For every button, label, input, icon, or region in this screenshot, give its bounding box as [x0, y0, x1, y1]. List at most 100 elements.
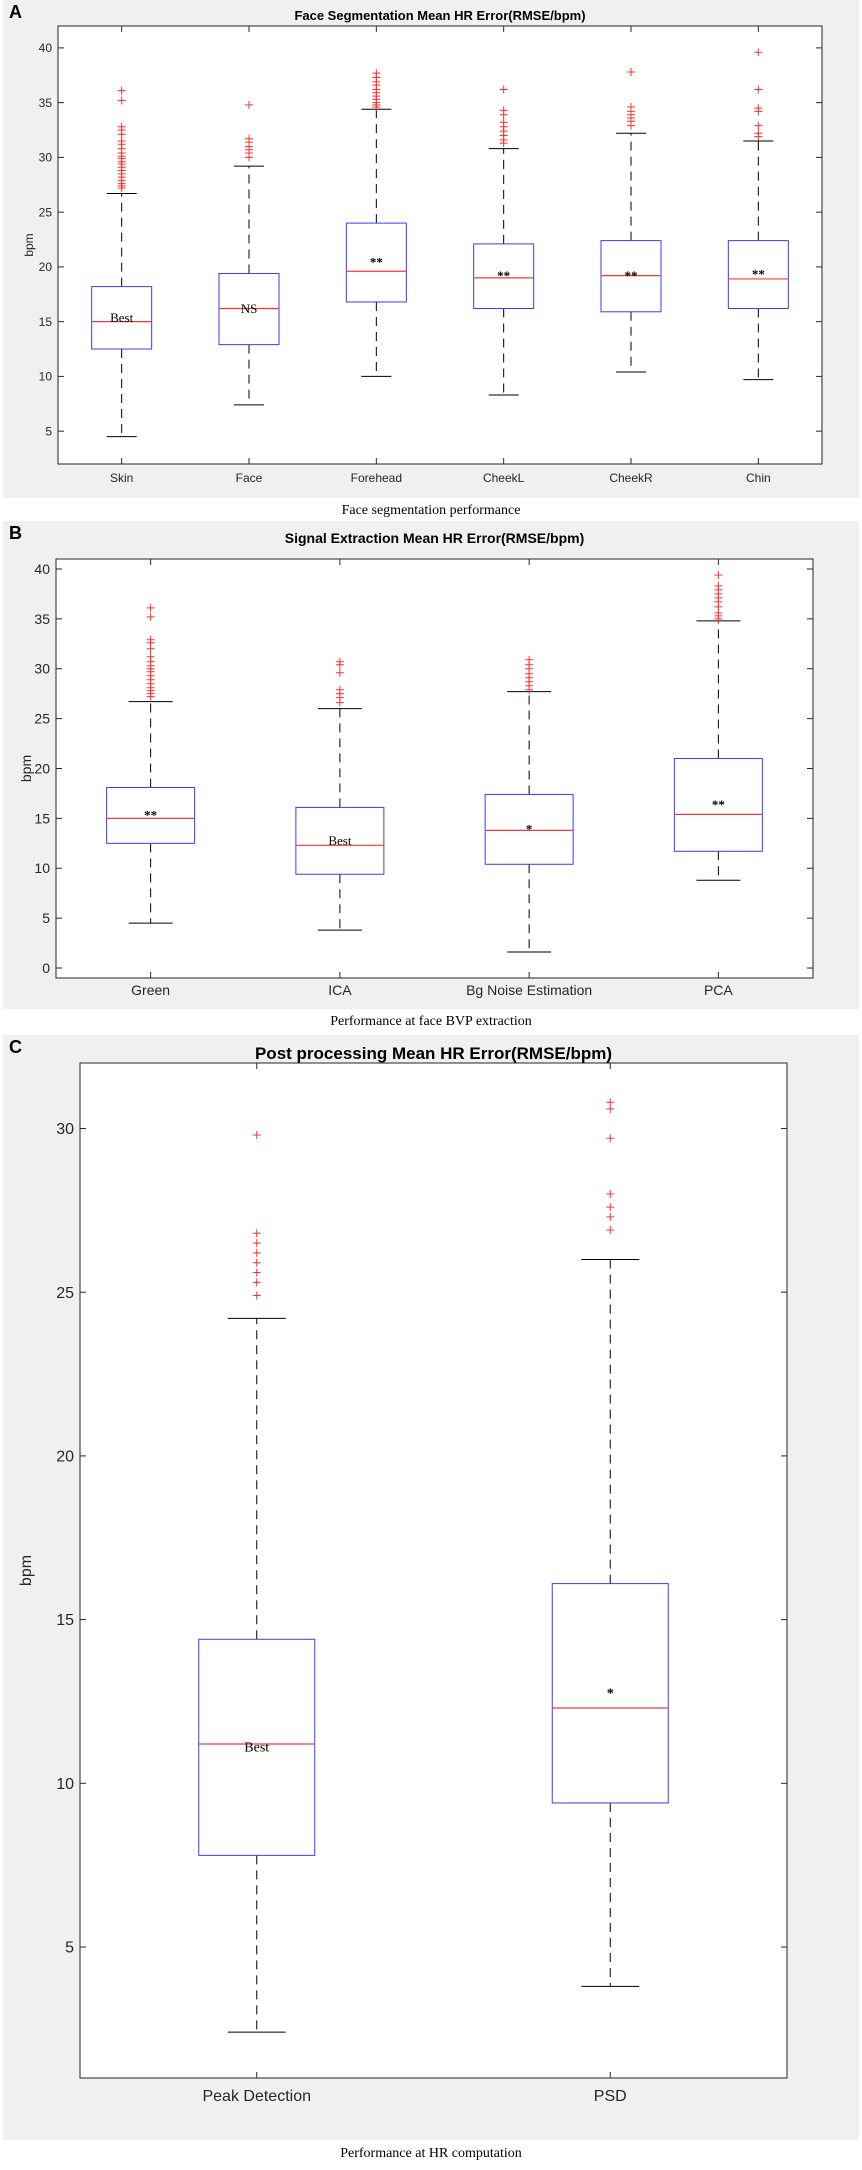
y-tick-label: 40 [34, 561, 50, 577]
y-axis-label: bpm [18, 1555, 35, 1586]
y-tick-label: 5 [45, 424, 52, 438]
outlier-point [252, 1268, 261, 1277]
box-annotation: Best [244, 1740, 269, 1755]
box-psd: * [551, 1098, 669, 1987]
boxplot-chart: Post processing Mean HR Error(RMSE/bpm) b… [18, 1044, 788, 2105]
x-tick-label: CheekL [483, 471, 525, 485]
y-tick-label: 40 [39, 41, 53, 55]
outlier-point [252, 1239, 261, 1248]
y-tick-label: 10 [56, 1776, 74, 1793]
iqr-box [473, 243, 535, 310]
x-tick-label: PCA [704, 982, 733, 998]
chart-title: Signal Extraction Mean HR Error(RMSE/bpm… [285, 530, 584, 546]
figure-caption: Face segmentation performance [341, 503, 521, 518]
y-tick-label: 25 [56, 1285, 74, 1302]
y-tick-label: 25 [34, 711, 50, 727]
box-green: ** [106, 603, 196, 924]
panel-b: B Signal Extraction Mean HR Error(RMSE/b… [3, 521, 859, 1009]
box-annotation: Best [110, 310, 134, 325]
iqr-box [91, 286, 153, 350]
box-pca: ** [673, 570, 763, 881]
outlier-point [754, 129, 763, 138]
outlier-point [117, 86, 126, 95]
box-cheekr: ** [600, 67, 662, 373]
box-cheekl: ** [473, 85, 535, 396]
y-tick-label: 5 [42, 910, 50, 926]
iqr-box [198, 1638, 316, 1856]
chart-title: Post processing Mean HR Error(RMSE/bpm) [255, 1044, 612, 1063]
outlier-point [714, 570, 723, 579]
y-tick-label: 15 [56, 1612, 74, 1629]
y-tick-label: 20 [39, 260, 53, 274]
panel-c: C Post processing Mean HR Error(RMSE/bpm… [3, 1035, 859, 2140]
iqr-box [484, 793, 574, 865]
outlier-point [754, 104, 763, 113]
x-tick-label: Chin [746, 471, 771, 485]
x-tick-label: Green [131, 982, 170, 998]
y-tick-label: 20 [56, 1449, 74, 1466]
outlier-point [525, 655, 534, 664]
iqr-box [551, 1583, 669, 1804]
boxplot-chart: Face Segmentation Mean HR Error(RMSE/bpm… [22, 8, 823, 485]
x-tick-label: Skin [110, 471, 133, 485]
plot-area [57, 25, 823, 465]
outlier-point [146, 635, 155, 644]
y-tick-label: 0 [42, 960, 50, 976]
outlier-point [252, 1278, 261, 1287]
outlier-point [252, 1291, 261, 1300]
outlier-point [499, 85, 508, 94]
outlier-point [372, 69, 381, 78]
box-skin: Best [91, 86, 153, 438]
panel-label: B [9, 523, 22, 543]
outlier-point [252, 1131, 261, 1140]
panel-a: A Face Segmentation Mean HR Error(RMSE/b… [3, 0, 859, 498]
panel-label: A [9, 2, 22, 22]
y-tick-label: 30 [39, 151, 53, 165]
box-annotation: * [526, 821, 533, 836]
y-tick-label: 35 [39, 96, 53, 110]
outlier-point [627, 67, 635, 76]
chart-title: Face Segmentation Mean HR Error(RMSE/bpm… [294, 8, 585, 23]
figure-caption: Performance at HR computation [340, 2146, 522, 2161]
outlier-point [245, 134, 253, 143]
x-tick-label: ICA [328, 982, 352, 998]
box-ica: Best [295, 657, 385, 931]
outlier-point [714, 581, 723, 590]
x-tick-label: Bg Noise Estimation [466, 982, 592, 998]
box-annotation: ** [625, 268, 638, 283]
box-annotation: ** [752, 267, 765, 282]
outlier-point [146, 652, 155, 661]
y-tick-label: 30 [34, 661, 50, 677]
iqr-box [345, 222, 407, 303]
y-axis-label: bpm [18, 755, 34, 782]
y-tick-label: 25 [39, 205, 53, 219]
outlier-point [606, 1098, 615, 1107]
box-annotation: NS [241, 301, 258, 316]
outlier-point [499, 106, 508, 115]
box-face: NS [218, 100, 280, 406]
y-axis-label: bpm [22, 233, 36, 256]
x-tick-label: PSD [594, 2088, 627, 2105]
outlier-point [117, 96, 126, 105]
outlier-point [754, 48, 763, 57]
plot-area [79, 1062, 788, 2079]
x-tick-label: CheekR [609, 471, 653, 485]
panel-label: C [9, 1037, 22, 1057]
x-tick-label: Peak Detection [202, 2088, 311, 2105]
outlier-point [252, 1248, 261, 1257]
outlier-point [335, 685, 344, 694]
box-annotation: Best [328, 833, 352, 848]
outlier-point [117, 122, 126, 131]
y-tick-label: 10 [39, 370, 53, 384]
boxplot-chart: Signal Extraction Mean HR Error(RMSE/bpm… [18, 530, 814, 998]
box-annotation: ** [144, 807, 157, 822]
y-tick-label: 15 [34, 810, 50, 826]
iqr-box [727, 240, 789, 310]
box-annotation: ** [712, 797, 725, 812]
outlier-point [606, 1134, 615, 1143]
outlier-point [335, 657, 344, 666]
outlier-point [754, 85, 763, 94]
outlier-point [606, 1189, 615, 1198]
y-tick-label: 30 [56, 1121, 74, 1138]
iqr-box [295, 806, 385, 875]
